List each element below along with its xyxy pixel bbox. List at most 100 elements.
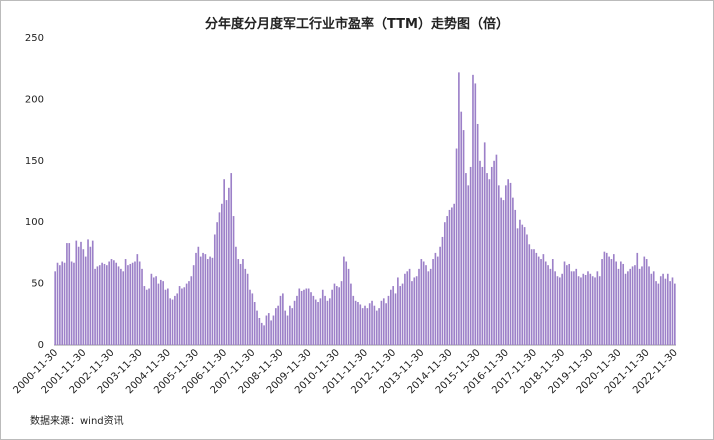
bar [636, 252, 639, 345]
bar [389, 289, 392, 345]
bar [183, 287, 186, 345]
bar [141, 268, 143, 345]
bar [598, 276, 601, 345]
bar [101, 262, 103, 345]
bar [584, 275, 587, 345]
bar [554, 271, 556, 345]
bar [303, 289, 305, 345]
bar [422, 261, 425, 345]
bar [490, 166, 493, 345]
bar [427, 271, 430, 345]
y-tick-label: 50 [31, 279, 44, 290]
bar [228, 187, 230, 345]
bar [274, 308, 277, 345]
bar [242, 259, 244, 345]
bar [476, 123, 479, 346]
bar [589, 273, 592, 345]
y-tick-label: 0 [38, 340, 44, 351]
bar [664, 278, 667, 345]
bar [195, 252, 197, 345]
bar [429, 268, 432, 345]
bar [671, 277, 674, 345]
bar [643, 256, 646, 345]
bar [202, 252, 204, 345]
bar [413, 277, 416, 345]
bar [155, 276, 157, 345]
bar [321, 289, 324, 345]
bar [263, 325, 265, 345]
bar [221, 203, 223, 345]
bar [336, 286, 338, 345]
bar [537, 256, 540, 345]
bar [298, 288, 301, 345]
bar [345, 261, 348, 345]
bar [169, 298, 172, 345]
bar [446, 216, 448, 345]
bar [591, 276, 594, 345]
bar [331, 289, 333, 345]
bar [666, 273, 669, 345]
bar [436, 256, 439, 345]
bar [148, 288, 150, 345]
bar [199, 256, 202, 345]
bar [655, 281, 657, 345]
bar [277, 305, 279, 345]
bar [441, 236, 444, 345]
bar [458, 72, 460, 345]
bar [479, 160, 481, 345]
bar [378, 308, 380, 345]
bar [556, 276, 559, 345]
bar [634, 265, 636, 345]
bar [73, 262, 75, 345]
bar [333, 283, 336, 345]
bar [312, 295, 315, 345]
bar [415, 276, 418, 345]
bar [392, 286, 394, 345]
bar [467, 185, 470, 345]
bar [375, 310, 378, 345]
bar [244, 268, 247, 345]
bar [134, 261, 136, 345]
bar [237, 259, 240, 345]
bar [204, 254, 207, 345]
bar [373, 305, 376, 345]
bar [256, 310, 258, 345]
bar [120, 268, 122, 345]
bar [443, 222, 446, 345]
bar [113, 260, 115, 345]
bar [80, 241, 82, 345]
bar [573, 271, 575, 345]
bar [122, 271, 125, 345]
y-tick-label: 250 [25, 33, 44, 44]
bar [150, 273, 153, 345]
bar [117, 266, 120, 345]
bar [343, 256, 345, 345]
bar [582, 273, 585, 345]
bar [608, 256, 610, 345]
y-tick-label: 200 [25, 94, 44, 105]
bar [164, 289, 167, 345]
bar [272, 315, 275, 345]
bar [218, 212, 221, 345]
bar [648, 266, 650, 345]
bar [455, 148, 458, 345]
bar [594, 277, 596, 345]
bar [209, 256, 211, 345]
bar [89, 246, 92, 345]
bar [338, 287, 341, 345]
bar [404, 273, 406, 345]
bar [61, 261, 64, 345]
bar [483, 142, 486, 345]
bar [411, 281, 413, 345]
bar [519, 219, 521, 345]
bar [521, 224, 524, 345]
bar [514, 209, 517, 345]
bar [469, 166, 472, 345]
bar [530, 249, 533, 345]
bar [488, 179, 491, 345]
bar [371, 300, 373, 345]
bar [84, 256, 87, 345]
bar [359, 304, 362, 345]
bar [75, 240, 78, 345]
